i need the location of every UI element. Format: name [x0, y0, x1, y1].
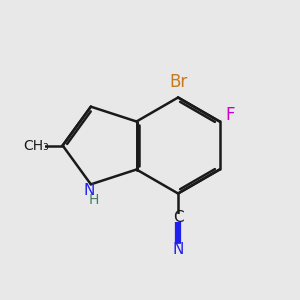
Text: H: H	[89, 193, 99, 207]
Text: CH₃: CH₃	[23, 139, 49, 152]
Text: Br: Br	[169, 73, 187, 91]
Text: N: N	[172, 242, 184, 257]
Bar	[168, 77, 188, 86]
Bar	[175, 245, 182, 253]
Bar	[84, 186, 93, 195]
Bar	[175, 214, 182, 222]
Text: N: N	[83, 183, 94, 198]
Text: F: F	[226, 106, 235, 124]
Bar	[226, 111, 235, 119]
Text: C: C	[173, 210, 183, 225]
Bar	[28, 141, 45, 150]
